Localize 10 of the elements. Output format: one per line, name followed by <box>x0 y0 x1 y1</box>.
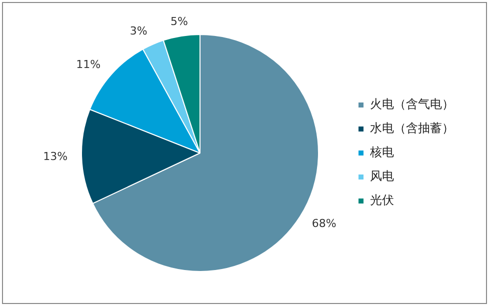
legend-label: 风电 <box>370 169 394 184</box>
legend-label: 核电 <box>369 145 394 160</box>
data-label: 5% <box>170 14 188 28</box>
data-label: 68% <box>312 216 336 230</box>
legend-label: 火电（含气电） <box>370 97 454 112</box>
data-label: 11% <box>76 58 101 72</box>
data-label: 3% <box>130 24 148 38</box>
data-label: 13% <box>43 150 68 164</box>
legend-label: 光伏 <box>370 193 394 208</box>
legend-label: 水电（含抽蓄） <box>370 121 454 136</box>
